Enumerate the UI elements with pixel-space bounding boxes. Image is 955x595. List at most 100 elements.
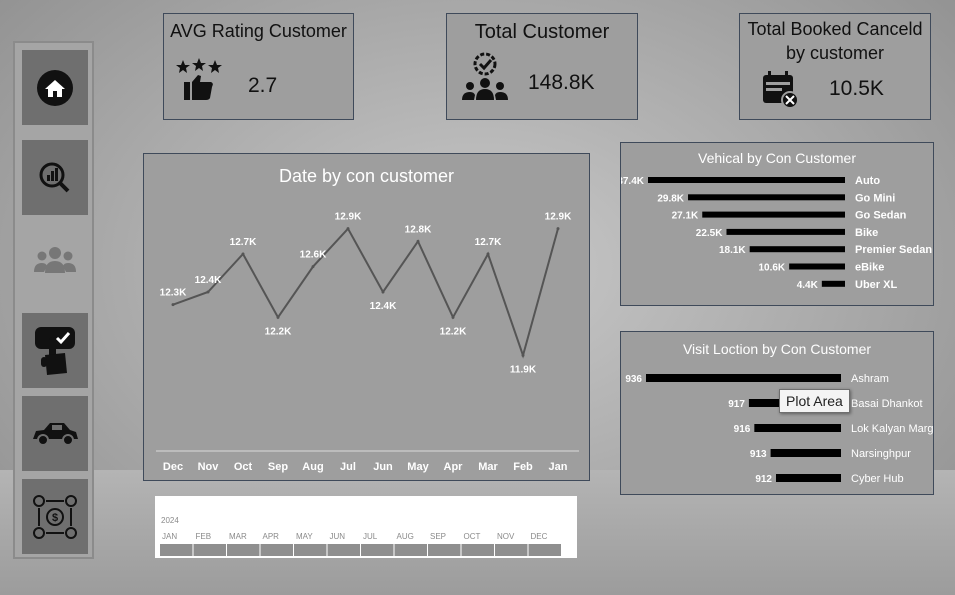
data-label: 12.6K	[300, 250, 327, 261]
timeline-month-cell	[461, 544, 494, 556]
category-label: Go Sedan	[855, 210, 907, 222]
x-tick-label: Nov	[198, 461, 220, 473]
x-tick-label: Oct	[234, 461, 253, 473]
x-tick-label: Jan	[549, 461, 568, 473]
bar	[821, 280, 845, 287]
car-icon	[33, 422, 78, 446]
kpi-booked-cancelled: Total Booked Canceld by customer 10.5K	[739, 13, 931, 120]
timeline-month-cell	[160, 544, 193, 556]
bar-value-label: 916	[734, 424, 751, 435]
data-label: 11.9K	[510, 364, 537, 375]
kpi-avg-rating: AVG Rating Customer 2.7	[163, 13, 354, 120]
data-point	[276, 315, 280, 319]
bar	[770, 449, 841, 457]
bar-value-label: 4.4K	[797, 280, 819, 291]
timeline-month-cell	[327, 544, 360, 556]
bar-value-label: 10.6K	[758, 263, 785, 274]
nav-vehicles[interactable]	[22, 396, 88, 471]
kpi-total-customer: Total Customer 148.8K	[446, 13, 638, 120]
x-tick-label: Aug	[302, 461, 323, 473]
bar	[776, 474, 841, 482]
data-point	[451, 315, 455, 319]
bar-value-label: 912	[755, 474, 772, 485]
category-label: Bike	[855, 227, 878, 239]
data-label: 12.7K	[475, 237, 502, 248]
series-line	[172, 226, 559, 359]
data-label: 12.8K	[405, 224, 432, 235]
bar	[688, 194, 845, 201]
kpi-title-line1: Total Booked Canceld	[747, 19, 923, 39]
line-chart[interactable]: 12.3K Dec 12.4K Nov 12.7K Oct 12.2K Sep 12.6K Aug…	[144, 154, 591, 482]
nav-analytics[interactable]	[22, 140, 88, 215]
nav-customers[interactable]	[22, 223, 88, 298]
timeline-month-label: SEP	[430, 532, 446, 541]
data-label: 12.4K	[195, 275, 222, 286]
kpi-title: AVG Rating Customer	[170, 21, 347, 41]
bar-value-label: 29.8K	[657, 193, 684, 204]
location-chart-panel: Visit Loction by Con Customer 936 Ashram 9…	[620, 331, 934, 495]
bar	[648, 177, 845, 183]
x-tick-label: Dec	[163, 461, 183, 473]
data-point	[311, 265, 315, 269]
calendar-cancel-icon	[763, 71, 799, 109]
timeline-month-label: MAY	[296, 532, 313, 541]
data-point	[206, 290, 210, 294]
timeline-month-label: AUG	[397, 532, 414, 541]
timeline-month-cell	[495, 544, 528, 556]
money-flow-icon: $	[33, 494, 77, 539]
bar-value-label: 917	[728, 399, 745, 410]
x-tick-label: Jun	[373, 461, 393, 473]
location-bar-chart[interactable]: 936 Ashram 917 Basai Dhankot 916 Lok Kalyan M…	[621, 332, 935, 496]
category-label: Ashram	[851, 373, 889, 385]
timeline[interactable]: 2024 JAN FEB MAR APR MAY JUN JUL AUG SEP OCT NOV DEC	[155, 496, 577, 558]
timeline-slicer: 2024 JAN FEB MAR APR MAY JUN JUL AUG SEP OCT NOV DEC	[155, 496, 577, 558]
team-badge-icon	[462, 52, 508, 100]
vehicle-bar-chart[interactable]: 37.4K Auto 29.8K Go Mini 27.1K Go Sedan 22.5K B…	[621, 143, 935, 307]
category-label: Basai Dhankot	[851, 398, 923, 410]
data-point	[381, 290, 385, 294]
bar	[754, 424, 841, 432]
data-label: 12.4K	[370, 301, 397, 312]
kpi-value: 10.5K	[829, 77, 884, 100]
kpi-title-line2: by customer	[785, 43, 885, 63]
nav-revenue[interactable]: $	[22, 479, 88, 554]
timeline-month-label: JAN	[162, 532, 177, 541]
timeline-month-cell	[193, 544, 226, 556]
x-tick-label: Sep	[268, 461, 288, 473]
timeline-month-cell	[528, 544, 561, 556]
timeline-year: 2024	[161, 516, 179, 525]
kpi-value: 2.7	[248, 74, 278, 97]
category-label: Lok Kalyan Marg	[851, 423, 934, 435]
category-label: Uber XL	[855, 279, 897, 291]
data-label: 12.9K	[335, 212, 362, 223]
line-chart-title: Date by con customer	[278, 166, 455, 186]
nav-home[interactable]	[22, 50, 88, 125]
nav-bookings[interactable]	[22, 313, 88, 388]
timeline-month-cell	[227, 544, 260, 556]
bar	[702, 211, 845, 218]
x-tick-label: Mar	[478, 461, 498, 473]
search-analytics-icon	[39, 162, 70, 192]
bar-value-label: 936	[625, 374, 642, 385]
bar-value-label: 913	[750, 449, 767, 460]
category-label: Premier Sedan	[855, 244, 932, 256]
data-point	[241, 252, 245, 256]
bar	[789, 263, 845, 270]
svg-text:$: $	[52, 512, 58, 524]
category-label: Auto	[855, 175, 880, 187]
bar	[726, 228, 845, 235]
home-icon	[37, 69, 73, 106]
x-tick-label: May	[407, 461, 429, 473]
x-tick-label: Feb	[513, 461, 533, 473]
data-point	[556, 227, 560, 231]
timeline-month-label: NOV	[497, 532, 515, 541]
category-label: eBike	[855, 262, 884, 274]
vehicle-chart-panel: Vehical by Con Customer 37.4K Auto 29.8K Go…	[620, 142, 934, 306]
timeline-month-label: JUL	[363, 532, 378, 541]
line-chart-panel: Date by con customer 12.3K Dec 12.4K Nov 12.…	[143, 153, 590, 481]
bar	[646, 374, 841, 382]
timeline-month-cell	[394, 544, 427, 556]
bar-value-label: 22.5K	[696, 228, 723, 239]
vehicle-chart-title: Vehical by Con Customer	[698, 150, 856, 166]
timeline-month-label: JUN	[330, 532, 346, 541]
